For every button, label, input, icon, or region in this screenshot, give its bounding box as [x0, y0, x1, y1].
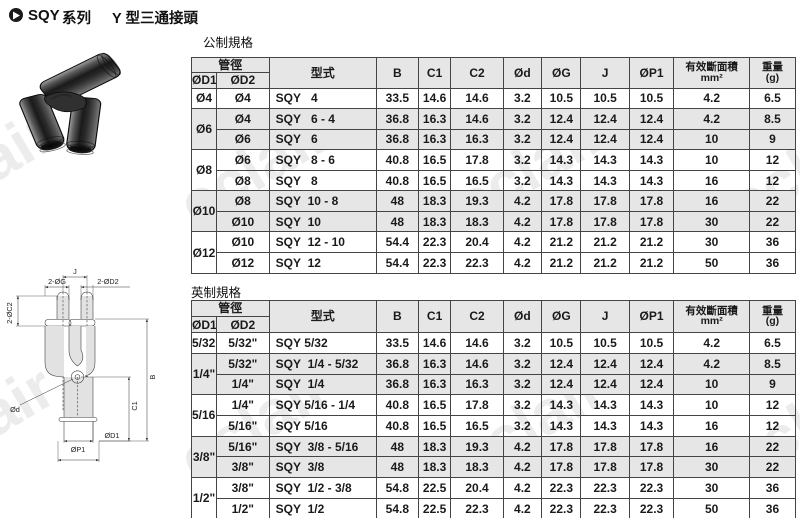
svg-text:Ød: Ød: [10, 405, 20, 414]
svg-text:C1: C1: [130, 401, 139, 410]
svg-text:ØP1: ØP1: [71, 445, 86, 454]
svg-text:2-ØC2: 2-ØC2: [5, 302, 14, 324]
svg-text:J: J: [73, 267, 77, 276]
svg-text:ØD1: ØD1: [104, 431, 119, 440]
svg-text:2-ØD2: 2-ØD2: [97, 277, 119, 286]
svg-text:2-ØG: 2-ØG: [48, 277, 66, 286]
svg-text:B: B: [148, 374, 157, 379]
